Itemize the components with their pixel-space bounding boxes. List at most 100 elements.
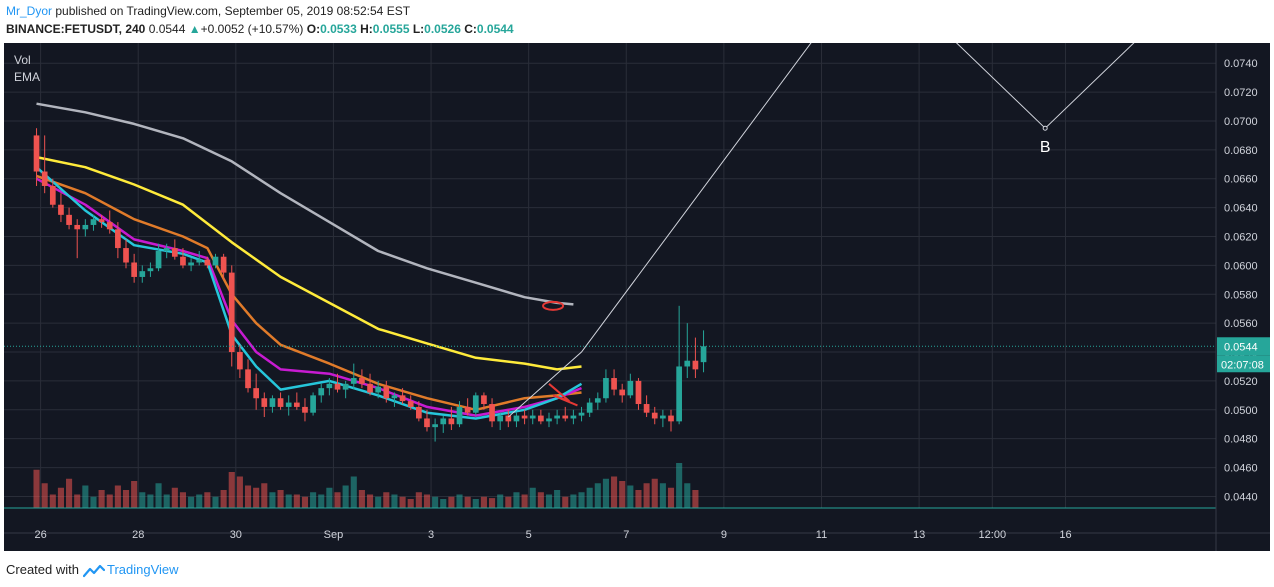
candle-body: [489, 404, 495, 422]
last-price: 0.0544: [148, 22, 186, 36]
candle-body: [529, 415, 536, 419]
candle-body: [611, 378, 617, 390]
candle-body: [432, 424, 438, 428]
candle-body: [399, 395, 406, 402]
candle-body: [277, 398, 284, 407]
candle-body: [700, 346, 707, 363]
volume-bar: [366, 494, 374, 508]
volume-bar: [684, 483, 691, 508]
candle-body: [684, 360, 691, 367]
candle-body: [440, 418, 447, 425]
price-chart[interactable]: B 0.07400.07200.07000.06800.06600.06400.…: [4, 43, 1270, 551]
y-tick-label: 0.0460: [1224, 463, 1258, 475]
candle-body: [676, 366, 682, 422]
y-tick-label: 0.0440: [1224, 491, 1258, 503]
candle-body: [578, 412, 585, 416]
tradingview-brand-link[interactable]: TradingView: [106, 562, 179, 577]
projection-line[interactable]: [507, 43, 1143, 418]
volume-bar: [602, 478, 609, 508]
x-tick-label: 13: [913, 529, 925, 541]
volume-bar: [619, 481, 626, 508]
x-tick-label: 5: [526, 529, 532, 541]
chart-frame[interactable]: B 0.0740 0.0720 0.0700 0.0680 0.0660 0.0640 0.…: [4, 43, 1270, 551]
drawings[interactable]: B: [507, 43, 1143, 418]
volume-bar: [131, 481, 138, 508]
candle-body: [41, 171, 48, 186]
candle-body: [171, 248, 178, 257]
projection-point[interactable]: [1042, 125, 1048, 131]
last-price-label: 0.0544: [1224, 341, 1258, 353]
ema-21-line: [35, 177, 582, 417]
volume-bar: [269, 492, 276, 508]
high-value: 0.0555: [372, 22, 410, 36]
close-label: C:: [464, 22, 477, 36]
red-hook-marking: [548, 383, 578, 407]
candle-body: [383, 386, 390, 399]
volume-bar: [497, 494, 504, 508]
indicator-ema-label[interactable]: EMA: [14, 70, 40, 84]
candle-body: [554, 415, 560, 419]
candle-body: [635, 380, 642, 405]
author-link[interactable]: Mr_Dyor: [6, 4, 53, 18]
volume-bar: [545, 494, 553, 508]
volume-bar: [74, 494, 81, 508]
x-tick-label: 11: [816, 529, 827, 541]
volume-bar: [334, 492, 341, 508]
candle-body: [497, 415, 504, 422]
volume-bar: [163, 494, 170, 508]
up-triangle-icon: ▲: [188, 22, 201, 36]
volume-bar: [358, 490, 365, 508]
candle-body: [318, 388, 325, 396]
volume-bar: [244, 485, 252, 508]
candle-body: [66, 214, 72, 225]
volume-bar: [90, 496, 97, 508]
candle-body: [342, 383, 349, 390]
volume-bar: [41, 483, 48, 508]
countdown-badge: [1217, 355, 1270, 373]
ema-200-line: [36, 102, 574, 306]
volume-bar: [220, 490, 227, 508]
candle-body: [131, 262, 137, 277]
candle-body: [115, 229, 121, 249]
open-value: 0.0533: [320, 22, 357, 36]
footer: Created with TradingView: [6, 562, 179, 578]
candle-body: [106, 222, 113, 230]
volume-bar: [432, 496, 439, 508]
volume-bar: [472, 499, 479, 508]
change-value: +0.0052 (+10.57%): [200, 22, 304, 36]
publisher-line: Mr_Dyor published on TradingView.com, Se…: [6, 4, 410, 18]
volume-bar: [326, 487, 333, 508]
low-label: L:: [412, 22, 425, 36]
indicator-vol-label[interactable]: Vol: [14, 53, 31, 67]
volume-bar: [489, 498, 496, 508]
candle-body: [538, 415, 544, 422]
candle-body: [139, 271, 146, 277]
volume-bar: [106, 494, 113, 508]
volume-bar: [464, 496, 471, 508]
volume-bar: [82, 485, 89, 508]
volume-bar: [586, 487, 593, 508]
candle-body: [293, 402, 300, 407]
volume-bar: [594, 483, 601, 508]
volume-bar: [293, 494, 300, 508]
volume-bar: [611, 476, 618, 508]
volume-bar: [659, 483, 666, 508]
candle-body: [326, 383, 333, 389]
volume-bar: [253, 487, 260, 508]
candle-body: [513, 415, 520, 422]
candle-body: [123, 248, 129, 263]
candle-body: [220, 256, 227, 273]
created-with-text: Created with: [6, 562, 79, 577]
volume-bar: [66, 478, 73, 508]
volume-bar: [676, 463, 683, 508]
candle-body: [196, 259, 203, 263]
candle-body: [269, 398, 276, 407]
volume-bar: [114, 485, 121, 508]
volume-bar: [318, 494, 325, 508]
y-tick-label: 0.0640: [1224, 203, 1258, 215]
candle-body: [82, 224, 89, 230]
volume-bar: [423, 494, 431, 508]
volume-bar: [212, 496, 219, 508]
candle-body: [651, 412, 658, 419]
volume-bar: [188, 496, 195, 508]
